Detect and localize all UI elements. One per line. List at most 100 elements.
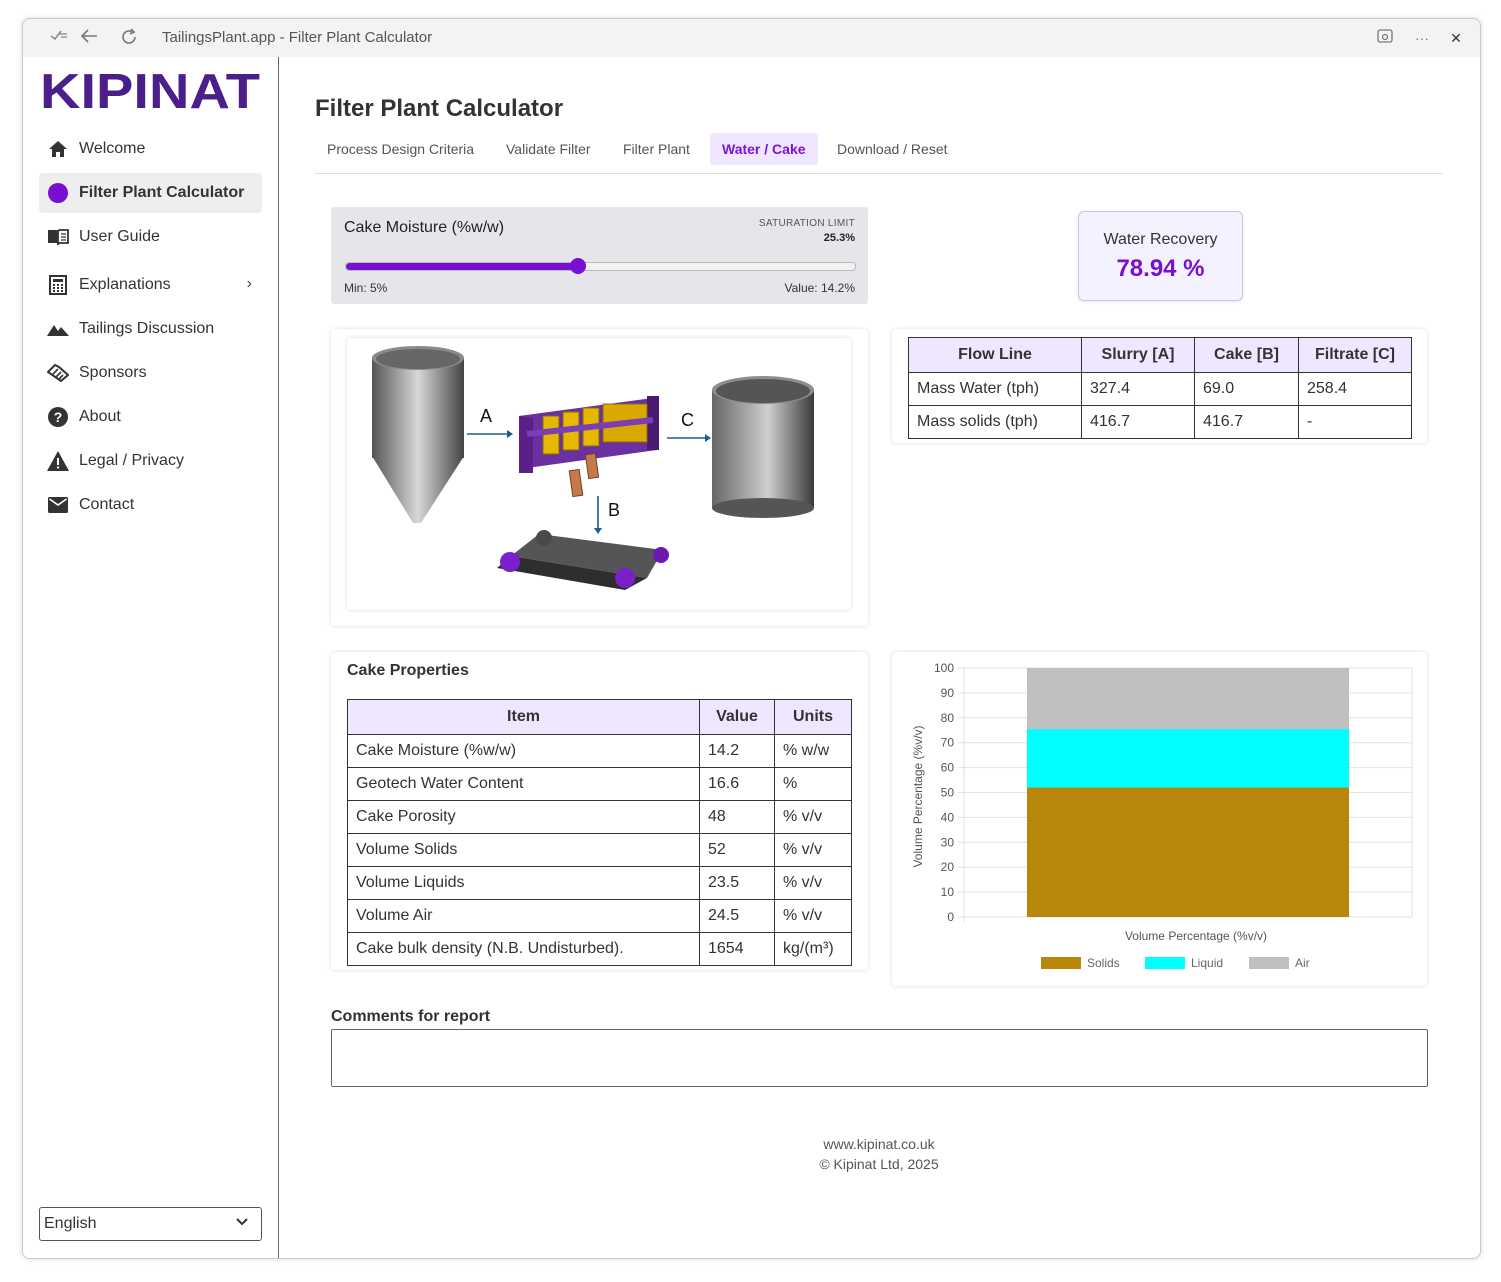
back-icon[interactable]	[79, 28, 99, 48]
flow-arrow-c: C	[667, 410, 711, 442]
handshake-icon	[47, 362, 69, 384]
table-row: Cake Porosity 48% v/v	[347, 800, 852, 834]
slider-value-text: Value: 14.2%	[784, 281, 856, 295]
sidebar-item-contact[interactable]: Contact	[39, 485, 262, 525]
tab-validate-filter[interactable]: Validate Filter	[506, 141, 591, 157]
table-row: Mass Water (tph) 327.4 69.0 258.4	[908, 372, 1412, 406]
cell: % v/v	[774, 899, 852, 933]
label-c: C	[681, 410, 694, 430]
cell: % v/v	[774, 866, 852, 900]
table-row: Volume Air 24.5% v/v	[347, 899, 852, 933]
tab-actions-icon[interactable]	[49, 28, 69, 48]
y-tick-label: 30	[941, 835, 955, 849]
language-value: English	[44, 1215, 97, 1232]
col-item: Item	[347, 699, 700, 735]
table-row: Cake Moisture (%w/w) 14.2% w/w	[347, 734, 852, 768]
app-view-icon[interactable]	[1375, 28, 1395, 48]
sidebar-item-user-guide[interactable]: User Guide	[39, 217, 262, 257]
warning-icon	[47, 450, 69, 472]
table-row: Mass solids (tph) 416.7 416.7 -	[908, 405, 1412, 439]
more-icon[interactable]: ···	[1415, 30, 1429, 46]
calculator-icon	[47, 274, 69, 296]
table-header-row: Flow Line Slurry [A] Cake [B] Filtrate […	[908, 337, 1412, 373]
cell: 16.6	[699, 767, 775, 801]
volume-chart-card: 0 10 20 30 40 50 60 70 80 90 100 Volume Percentage …	[892, 652, 1427, 986]
help-icon: ?	[47, 406, 69, 428]
sidebar-item-explanations[interactable]: Explanations ›	[39, 265, 262, 305]
sidebar-item-about[interactable]: ? About	[39, 397, 262, 437]
cell: %	[774, 767, 852, 801]
cell: Geotech Water Content	[347, 767, 700, 801]
cell: 52	[699, 833, 775, 867]
table-row: Volume Liquids 23.5% v/v	[347, 866, 852, 900]
col-units: Units	[774, 699, 852, 735]
footer-site[interactable]: www.kipinat.co.uk	[823, 1136, 935, 1152]
tab-filter-plant[interactable]: Filter Plant	[623, 141, 690, 157]
logo-text: KIPINAT	[40, 69, 260, 113]
cell: Mass solids (tph)	[908, 405, 1082, 439]
chevron-down-icon	[235, 1215, 249, 1234]
sidebar-item-label: Explanations	[79, 276, 171, 293]
legend-label-liquid: Liquid	[1191, 956, 1223, 970]
table-row: Volume Solids 52% v/v	[347, 833, 852, 867]
label-a: A	[480, 406, 492, 426]
cell: kg/(m³)	[774, 932, 852, 966]
sidebar-item-label: Contact	[79, 496, 135, 513]
sidebar-item-label: Tailings Discussion	[79, 320, 215, 337]
cell: Cake Porosity	[347, 800, 700, 834]
slider-fill	[346, 263, 578, 270]
y-tick-label: 10	[941, 885, 955, 899]
circle-icon	[47, 182, 69, 204]
legend-swatch-air	[1249, 957, 1289, 969]
kipinat-logo: KIPINAT	[40, 65, 262, 119]
sidebar-item-tailings-discussion[interactable]: Tailings Discussion	[39, 309, 262, 349]
cell: 1654	[699, 932, 775, 966]
cell: 24.5	[699, 899, 775, 933]
sidebar-item-label: About	[79, 408, 121, 425]
flow-arrow-b: B	[594, 496, 620, 534]
filter-press	[519, 396, 659, 498]
conveyor-belt	[497, 530, 669, 590]
y-axis-label: Volume Percentage (%v/v)	[911, 725, 925, 867]
tab-bar: Process Design Criteria Validate Filter …	[315, 133, 1443, 174]
footer-copyright: © Kipinat Ltd, 2025	[819, 1156, 939, 1172]
page-title: Filter Plant Calculator	[315, 95, 564, 122]
sidebar-item-legal-privacy[interactable]: Legal / Privacy	[39, 441, 262, 481]
label-b: B	[608, 500, 620, 520]
water-recovery-card: Water Recovery 78.94 %	[1078, 211, 1243, 301]
bar-solids	[1027, 787, 1349, 917]
sidebar-item-welcome[interactable]: Welcome	[39, 129, 262, 169]
sidebar-item-filter-plant-calculator[interactable]: Filter Plant Calculator	[39, 173, 262, 213]
cell: 14.2	[699, 734, 775, 768]
close-icon[interactable]: ✕	[1450, 30, 1462, 46]
tab-water-cake[interactable]: Water / Cake	[710, 133, 818, 165]
comments-textarea[interactable]	[331, 1029, 1428, 1087]
tab-download-reset[interactable]: Download / Reset	[837, 141, 948, 157]
legend-label-air: Air	[1295, 956, 1310, 970]
slider-thumb[interactable]	[569, 258, 586, 274]
legend-label-solids: Solids	[1087, 956, 1120, 970]
flow-table-card: Flow Line Slurry [A] Cake [B] Filtrate […	[892, 329, 1427, 443]
y-tick-label: 40	[941, 810, 955, 824]
cake-properties-card: Cake Properties Item Value Units Cake Mo…	[331, 652, 868, 970]
cake-moisture-slider-panel: Cake Moisture (%w/w) SATURATION LIMIT 25…	[331, 207, 868, 304]
home-icon	[47, 138, 69, 160]
tab-process-design-criteria[interactable]: Process Design Criteria	[327, 141, 475, 157]
language-select[interactable]: English	[39, 1207, 262, 1241]
refresh-icon[interactable]	[119, 28, 139, 48]
terrain-icon	[47, 318, 69, 340]
app-window: TailingsPlant.app - Filter Plant Calcula…	[22, 18, 1481, 1259]
cell: 416.7	[1194, 405, 1299, 439]
cell: Volume Liquids	[347, 866, 700, 900]
sidebar-item-sponsors[interactable]: Sponsors	[39, 353, 262, 393]
sidebar-item-label: User Guide	[79, 228, 160, 245]
chevron-right-icon: ›	[246, 275, 252, 292]
y-tick-label: 90	[941, 686, 955, 700]
filtrate-tank	[712, 376, 814, 518]
cell: Volume Air	[347, 899, 700, 933]
y-tick-label: 80	[941, 711, 955, 725]
sidebar: KIPINAT Welcome Filter Plant Calculator …	[23, 57, 279, 1258]
slider-track[interactable]	[345, 258, 856, 274]
main-content: Filter Plant Calculator Process Design C…	[279, 57, 1480, 1258]
saturation-limit-label: SATURATION LIMIT	[758, 218, 855, 229]
